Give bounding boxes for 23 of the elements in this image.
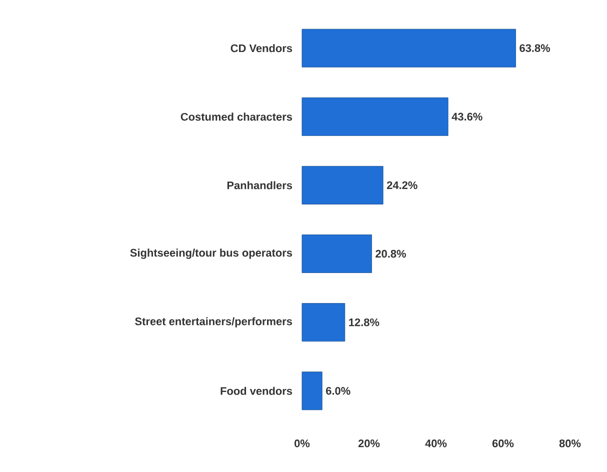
y-tick-label: CD Vendors [230, 44, 292, 52]
y-tick-label: Sightseeing/tour bus operators [130, 248, 292, 259]
y-tick-label: Food vendors [220, 386, 292, 395]
data-label: 24.2% [386, 181, 418, 190]
bar [302, 234, 372, 273]
y-tick-label: Street entertainers/performers [135, 317, 292, 328]
bar [302, 372, 322, 410]
bar [302, 28, 516, 68]
data-label: 6.0% [326, 386, 350, 395]
data-label: 20.8% [376, 250, 406, 258]
x-tick-label: 0% [294, 440, 310, 448]
data-label: 12.8% [349, 318, 380, 326]
bar [302, 97, 448, 136]
x-tick-label: 60% [492, 440, 514, 448]
x-tick-label: 40% [425, 440, 447, 448]
y-tick-label: Costumed characters [180, 112, 292, 121]
x-tick-label: 80% [559, 440, 581, 448]
y-tick-label: Panhandlers [227, 181, 292, 190]
data-label: 43.6% [452, 112, 482, 121]
x-tick-label: 20% [358, 440, 380, 448]
data-label: 63.8% [520, 44, 550, 52]
bar [302, 303, 346, 342]
bar [302, 166, 384, 204]
